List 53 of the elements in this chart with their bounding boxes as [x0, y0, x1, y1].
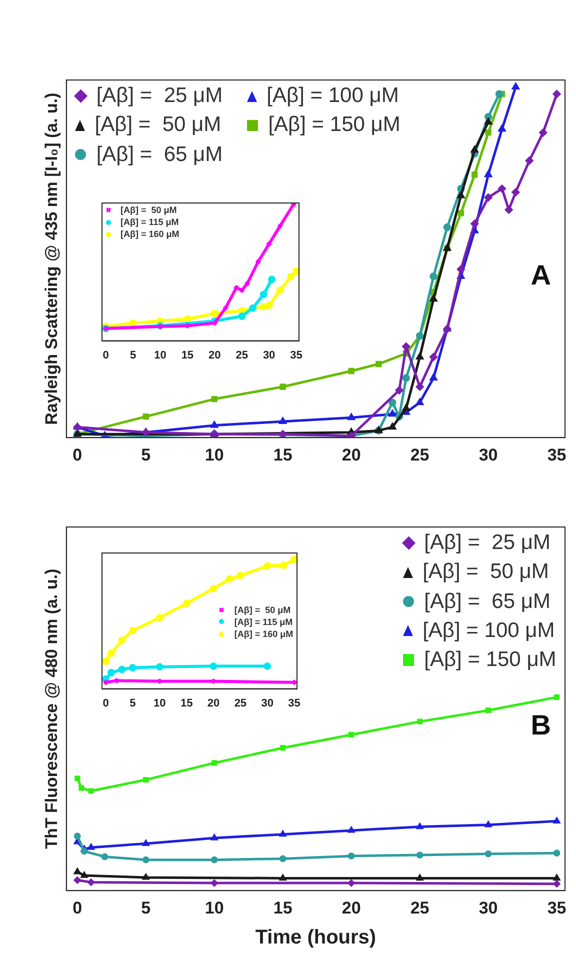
x-tick-label: 15	[180, 697, 193, 710]
annotation: A	[530, 259, 551, 290]
x-tick-label: 10	[154, 349, 166, 362]
x-tick-label: 10	[204, 445, 224, 464]
x-tick-label: 0	[72, 898, 82, 918]
legend-label: [Aβ] = 160 μM	[234, 629, 294, 640]
y-axis-title: Rayleigh Scattering @ 435 nm [I-I₀] (a. u.)	[42, 92, 61, 425]
legend-label: [Aβ] = 25 μM	[424, 531, 550, 556]
x-tick-label: 35	[547, 898, 566, 918]
x-tick-label: 20	[208, 349, 221, 362]
x-tick-label: 10	[204, 898, 224, 918]
x-tick-label: 5	[141, 898, 151, 918]
x-tick-label: 30	[478, 898, 498, 918]
x-tick-label: 25	[236, 349, 248, 362]
x-tick-label: 30	[261, 697, 274, 710]
x-tick-label: 20	[342, 445, 361, 464]
legend-label: [Aβ] = 160 μM	[120, 229, 180, 240]
x-tick-label: 35	[547, 445, 566, 464]
legend-label: [Aβ] = 50 μM	[422, 560, 549, 584]
x-tick-label: 15	[273, 445, 292, 464]
x-tick-label: 25	[410, 898, 430, 918]
x-tick-label: 5	[130, 349, 136, 362]
legend-label: [Aβ] = 50 μM	[120, 204, 177, 215]
x-tick-label: 15	[181, 349, 194, 362]
legend-label: [Aβ] = 65 μM	[96, 142, 223, 167]
x-tick-label: 5	[130, 697, 136, 710]
legend-label: [Aβ] = 115 μM	[120, 217, 179, 228]
x-tick-label: 20	[207, 697, 220, 710]
legend-label: [Aβ] = 150 μM	[268, 113, 400, 138]
x-tick-label: 30	[262, 349, 276, 362]
legend-label: [Aβ] = 100 μM	[266, 84, 399, 108]
x-tick-label: 5	[141, 445, 151, 464]
legend-label: [Aβ] = 115 μM	[234, 616, 293, 627]
x-tick-label: 15	[273, 898, 292, 918]
annotation: B	[530, 710, 551, 741]
legend-label: [Aβ] = 50 μM	[234, 604, 291, 615]
x-tick-label: 20	[342, 898, 361, 918]
x-tick-label: 0	[102, 349, 109, 362]
x-tick-label: 10	[154, 697, 166, 710]
x-tick-label: 0	[102, 697, 109, 710]
legend-label: [Aβ] = 50 μM	[94, 113, 222, 138]
x-tick-label: 35	[288, 697, 300, 710]
x-tick-label: 25	[234, 697, 247, 710]
legend-label: [Aβ] = 100 μM	[422, 618, 555, 643]
x-tick-label: 35	[290, 349, 302, 362]
legend-label: [Aβ] = 150 μM	[424, 648, 556, 672]
legend-label: [Aβ] = 65 μM	[424, 590, 550, 614]
legend-label: [Aβ] = 25 μM	[96, 84, 223, 108]
x-tick-label: 30	[478, 445, 498, 464]
x-tick-label: 0	[72, 445, 82, 464]
x-axis-title: Time (hours)	[255, 926, 376, 949]
x-tick-label: 25	[410, 445, 430, 464]
y-axis-title: ThT Fluorescence @ 480 nm (a. u.)	[42, 568, 61, 849]
